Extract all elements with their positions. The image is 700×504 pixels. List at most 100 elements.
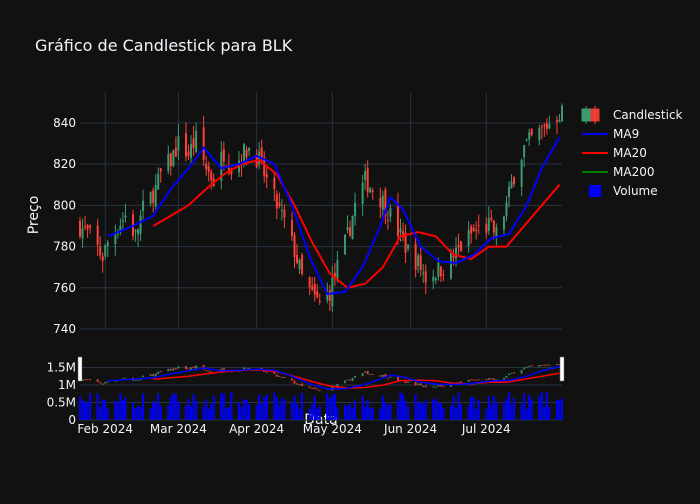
candle-body: [457, 244, 460, 248]
candle-body: [349, 227, 352, 236]
mini-candle: [530, 365, 533, 367]
candle-body: [520, 160, 523, 187]
range-slider-left-handle[interactable]: [77, 356, 83, 382]
mini-candle: [273, 372, 276, 374]
candle-body: [492, 220, 495, 233]
candle-body: [505, 202, 508, 217]
volume-bar: [159, 406, 162, 420]
candle-body: [195, 130, 198, 152]
candle-body: [407, 244, 410, 249]
candle-body: [222, 149, 225, 162]
candle-body: [298, 259, 301, 270]
candle-body: [364, 171, 367, 181]
candle-body: [558, 120, 561, 122]
x-tick-label: Jun 2024: [383, 422, 437, 436]
volume-bar: [157, 393, 160, 420]
mini-candle: [169, 368, 172, 371]
candle-body: [561, 106, 563, 122]
candle-body: [99, 246, 102, 256]
candle-body: [101, 256, 104, 262]
mini-candle: [434, 386, 437, 388]
mini-ma20-line: [153, 369, 560, 389]
volume-bar: [472, 396, 475, 420]
candle-body: [96, 225, 99, 245]
volume-bar: [508, 392, 511, 420]
mini-candle: [311, 387, 314, 389]
volume-bar: [89, 393, 92, 420]
mini-candle: [364, 371, 367, 373]
volume-bar: [523, 393, 526, 420]
candle-body: [139, 215, 142, 234]
mini-candle: [432, 386, 435, 388]
volume-bar: [389, 404, 392, 420]
volume-bar: [379, 408, 382, 420]
candle-body: [190, 144, 193, 158]
candle-body: [331, 277, 334, 307]
legend-label: MA200: [613, 165, 654, 179]
mini-candle: [142, 375, 145, 378]
volume-bar: [513, 397, 516, 420]
mini-candle: [296, 383, 299, 385]
y-tick-label: 740: [53, 322, 76, 336]
volume-bar: [369, 408, 372, 420]
volume-bar: [301, 392, 304, 420]
volume-bar: [316, 408, 319, 420]
candle-body: [417, 255, 420, 266]
candle-body: [152, 190, 155, 204]
mini-candle: [313, 387, 316, 390]
mini-candle: [477, 379, 480, 381]
range-slider-preview: [79, 362, 563, 391]
candle-body: [333, 272, 336, 277]
volume-bar: [490, 405, 493, 420]
mini-candle: [114, 380, 117, 382]
candle-body: [402, 231, 405, 238]
candle-body: [371, 190, 374, 192]
mini-candle: [366, 370, 369, 375]
y-tick-label: 820: [53, 157, 76, 171]
candle-body: [308, 277, 311, 288]
volume-bar: [399, 392, 402, 420]
range-slider-right-handle[interactable]: [559, 356, 565, 382]
volume-bar: [131, 402, 134, 420]
volume-bar: [402, 394, 405, 420]
volume-bar: [167, 405, 170, 420]
ma20-line: [152, 159, 561, 289]
volume-bar: [313, 395, 316, 420]
mini-candle: [84, 379, 87, 381]
mini-candle: [520, 369, 523, 374]
volume-bar: [283, 399, 286, 420]
volume-bar: [543, 406, 546, 420]
mini-candle: [336, 384, 339, 388]
mini-candle: [545, 364, 548, 366]
mini-candle: [222, 368, 225, 370]
volume-bar: [243, 398, 246, 420]
volume-bar: [439, 402, 442, 420]
volume-bar: [154, 402, 157, 420]
mini-candle: [555, 363, 558, 365]
volume-bar: [278, 405, 281, 420]
mini-candle: [152, 374, 155, 376]
volume-bar: [190, 406, 193, 420]
mini-candle: [487, 378, 490, 380]
mini-candle: [124, 377, 127, 379]
candle-body: [248, 148, 251, 152]
candle-body: [389, 208, 392, 217]
mini-candle: [159, 370, 162, 372]
candle-body: [114, 232, 117, 245]
volume-bar: [311, 403, 314, 420]
mini-candle: [467, 379, 470, 383]
range-slider[interactable]: [77, 356, 565, 382]
volume-bar: [240, 406, 243, 420]
mini-candle: [96, 379, 99, 382]
mini-candle: [275, 374, 278, 377]
volume-bar: [142, 393, 145, 420]
candle-body: [263, 157, 266, 176]
candle-body: [81, 227, 84, 239]
volume-bar: [404, 401, 407, 420]
mini-candle: [245, 368, 248, 370]
candle-body: [172, 150, 175, 167]
volume-bar: [487, 396, 490, 420]
mini-candle: [177, 366, 180, 369]
mini-candle: [290, 378, 293, 381]
candle-body: [104, 244, 107, 257]
